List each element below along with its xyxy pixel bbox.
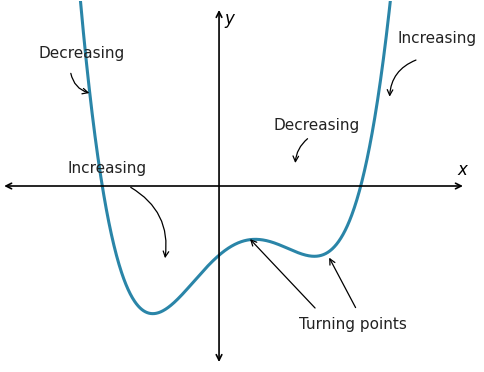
Text: Decreasing: Decreasing [273,118,359,133]
Text: Increasing: Increasing [396,31,475,46]
Text: Decreasing: Decreasing [38,46,124,61]
Text: y: y [225,10,234,28]
Text: x: x [456,160,466,179]
Text: Increasing: Increasing [67,161,146,176]
Text: Turning points: Turning points [299,317,407,332]
